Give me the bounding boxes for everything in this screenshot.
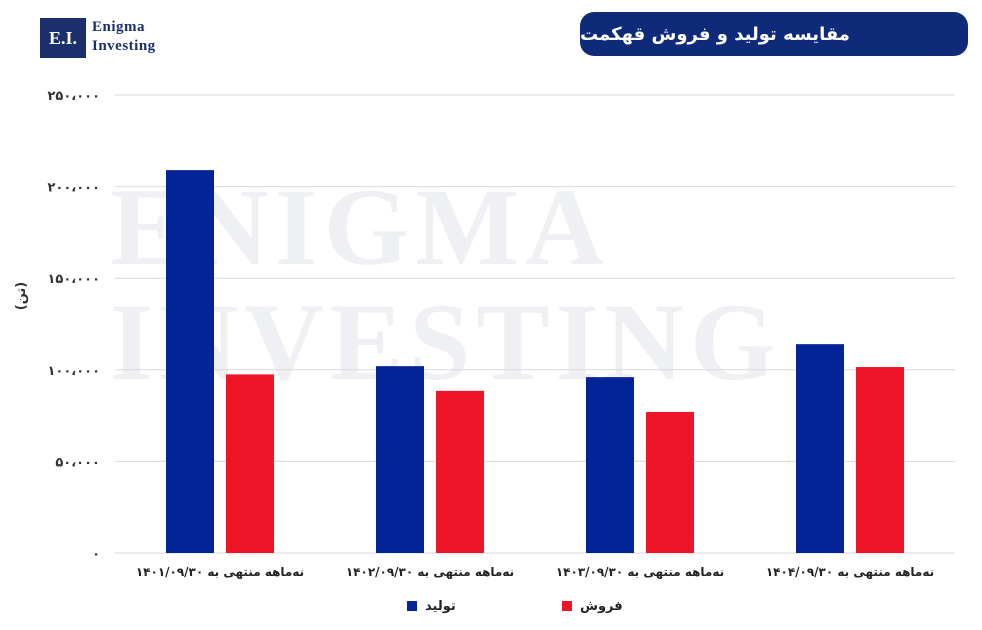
logo: E.I. Enigma Investing: [40, 14, 190, 60]
bar-sales: [436, 390, 484, 553]
legend-swatch-production: [407, 601, 417, 611]
bar-sales: [226, 374, 274, 553]
bar-production: [376, 366, 424, 553]
bar-production: [796, 344, 844, 553]
x-tick-label: ۱۴۰۱/۰۹/۳۰ نه‌ماهه منتهی به: [136, 565, 304, 579]
bar-production: [586, 377, 634, 553]
bar-production: [166, 170, 214, 553]
y-tick-label: ۲۵۰،۰۰۰: [47, 89, 100, 104]
logo-line-2: Investing: [92, 38, 156, 54]
legend-label-production: تولید: [425, 598, 456, 614]
logo-line-1: Enigma: [92, 19, 146, 35]
legend-item-production: تولید: [407, 596, 456, 616]
y-tick-label: ۰: [92, 547, 100, 562]
y-tick-label: ۱۵۰،۰۰۰: [47, 272, 100, 287]
bar-sales: [646, 411, 694, 553]
logo-mark: E.I.: [40, 18, 86, 58]
legend-item-sales: فروش: [562, 596, 623, 616]
legend-swatch-sales: [562, 601, 572, 611]
y-tick-label: ۲۰۰،۰۰۰: [47, 181, 100, 196]
y-axis-label: (تن): [14, 282, 29, 311]
x-axis-ticks: ۱۴۰۱/۰۹/۳۰ نه‌ماهه منتهی به ۱۴۰۲/۰۹/۳۰ نه…: [136, 565, 934, 579]
x-tick-label: ۱۴۰۲/۰۹/۳۰ نه‌ماهه منتهی به: [346, 565, 514, 579]
bars: [166, 170, 904, 553]
watermark-line-2: INVESTING: [110, 281, 782, 403]
y-axis-ticks: ۰ ۵۰،۰۰۰ ۱۰۰،۰۰۰ ۱۵۰،۰۰۰ ۲۰۰،۰۰۰ ۲۵۰،۰۰۰: [47, 89, 100, 562]
x-tick-label: ۱۴۰۴/۰۹/۳۰ نه‌ماهه منتهی به: [766, 565, 934, 579]
chart-title: مقایسه تولید و فروش قهکمت: [580, 23, 850, 45]
y-tick-label: ۱۰۰،۰۰۰: [47, 364, 100, 379]
bar-sales: [856, 367, 904, 553]
x-tick-label: ۱۴۰۳/۰۹/۳۰ نه‌ماهه منتهی به: [556, 565, 724, 579]
y-tick-label: ۵۰،۰۰۰: [55, 455, 100, 470]
chart-title-bar: مقایسه تولید و فروش قهکمت: [580, 12, 968, 56]
legend-label-sales: فروش: [580, 598, 623, 614]
logo-text: Enigma Investing: [92, 18, 156, 56]
